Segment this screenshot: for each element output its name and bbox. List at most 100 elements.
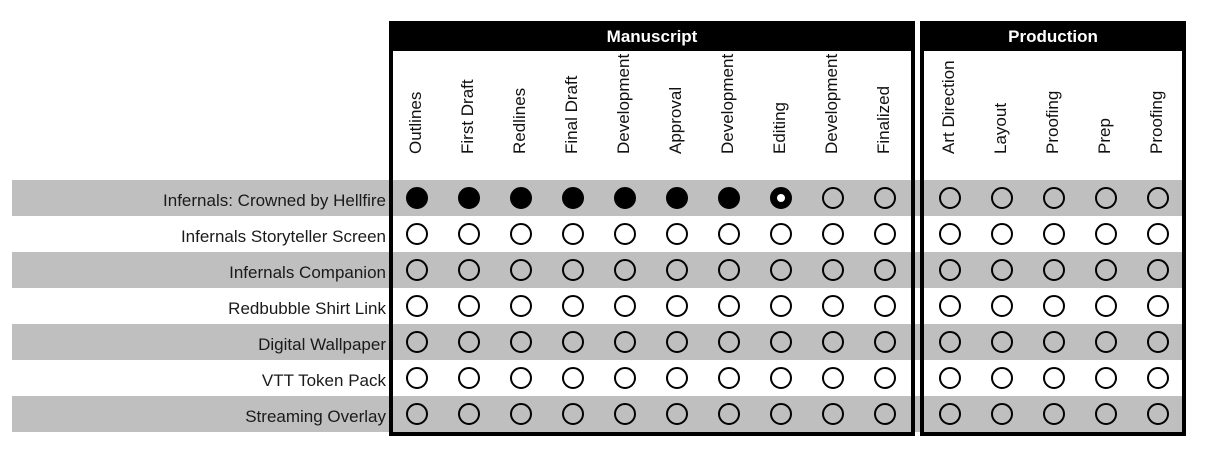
status-cell xyxy=(391,360,443,396)
status-cell xyxy=(443,288,495,324)
status-cell xyxy=(443,180,495,216)
status-cell xyxy=(859,360,911,396)
open-circle-icon xyxy=(991,331,1013,353)
open-circle-icon xyxy=(666,295,688,317)
open-circle-icon xyxy=(1095,223,1117,245)
status-cell xyxy=(443,396,495,432)
open-circle-icon xyxy=(510,403,532,425)
status-cell xyxy=(651,216,703,252)
status-cell xyxy=(924,360,976,396)
open-circle-icon xyxy=(1147,403,1169,425)
open-circle-icon xyxy=(562,403,584,425)
open-circle-icon xyxy=(562,259,584,281)
open-circle-icon xyxy=(1147,187,1169,209)
filled-circle-icon xyxy=(510,187,532,209)
status-cell xyxy=(1080,252,1132,288)
open-circle-icon xyxy=(939,331,961,353)
status-cell xyxy=(495,216,547,252)
status-cell xyxy=(599,324,651,360)
open-circle-icon xyxy=(406,223,428,245)
open-circle-icon xyxy=(406,259,428,281)
status-cell xyxy=(391,252,443,288)
open-circle-icon xyxy=(822,331,844,353)
status-cell xyxy=(547,252,599,288)
status-cell xyxy=(924,324,976,360)
filled-circle-icon xyxy=(614,187,636,209)
open-circle-icon xyxy=(1147,367,1169,389)
status-cell xyxy=(1080,216,1132,252)
status-cell xyxy=(976,360,1028,396)
status-cell xyxy=(976,180,1028,216)
open-circle-icon xyxy=(666,223,688,245)
status-cell xyxy=(495,180,547,216)
status-cell xyxy=(443,216,495,252)
open-circle-icon xyxy=(939,223,961,245)
status-cell xyxy=(547,216,599,252)
status-cell xyxy=(443,360,495,396)
row-label: Infernals Storyteller Screen xyxy=(180,227,386,246)
status-cell xyxy=(703,396,755,432)
status-cell xyxy=(807,396,859,432)
column-header-label: Layout xyxy=(991,102,1010,154)
status-cell xyxy=(807,360,859,396)
row-band xyxy=(12,180,1184,216)
open-circle-icon xyxy=(406,403,428,425)
open-circle-icon xyxy=(510,259,532,281)
open-circle-icon xyxy=(1095,187,1117,209)
open-circle-icon xyxy=(1147,259,1169,281)
open-circle-icon xyxy=(939,367,961,389)
status-cell xyxy=(651,252,703,288)
open-circle-icon xyxy=(614,259,636,281)
status-cell xyxy=(703,324,755,360)
status-cell xyxy=(651,180,703,216)
column-header: Art Direction xyxy=(924,60,976,174)
column-header-label: Art Direction xyxy=(939,60,958,154)
open-circle-icon xyxy=(1043,331,1065,353)
row-band xyxy=(12,252,1184,288)
open-circle-icon xyxy=(1095,403,1117,425)
open-circle-icon xyxy=(458,367,480,389)
column-header: First Draft xyxy=(443,64,495,174)
status-cell xyxy=(976,252,1028,288)
open-circle-icon xyxy=(874,295,896,317)
status-cell xyxy=(547,180,599,216)
status-cell xyxy=(1132,396,1184,432)
status-cell xyxy=(1080,360,1132,396)
status-cell xyxy=(807,324,859,360)
column-header-label: Redlines xyxy=(510,87,529,154)
open-circle-icon xyxy=(874,259,896,281)
column-header-label: Approval xyxy=(666,86,685,154)
open-circle-icon xyxy=(991,223,1013,245)
group-header-manuscript: Manuscript xyxy=(389,21,915,51)
open-circle-icon xyxy=(1095,367,1117,389)
status-cell xyxy=(703,216,755,252)
open-circle-icon xyxy=(458,223,480,245)
status-cell xyxy=(976,288,1028,324)
status-cell xyxy=(651,324,703,360)
open-circle-icon xyxy=(874,403,896,425)
status-cell xyxy=(599,180,651,216)
open-circle-icon xyxy=(1095,259,1117,281)
open-circle-icon xyxy=(718,403,740,425)
status-cell xyxy=(1028,288,1080,324)
open-circle-icon xyxy=(666,259,688,281)
column-header-label: Editing xyxy=(770,102,789,154)
status-cell xyxy=(976,324,1028,360)
open-circle-icon xyxy=(510,331,532,353)
row-label: VTT Token Pack xyxy=(261,371,386,390)
status-cell xyxy=(651,360,703,396)
column-header: Approval xyxy=(651,64,703,174)
open-circle-icon xyxy=(874,187,896,209)
column-header: Outlines xyxy=(391,64,443,174)
status-cell xyxy=(599,252,651,288)
open-circle-icon xyxy=(991,295,1013,317)
column-header-label: Finalized xyxy=(874,85,893,154)
status-cell xyxy=(1132,360,1184,396)
column-header: Redlines xyxy=(495,64,547,174)
open-circle-icon xyxy=(939,403,961,425)
open-circle-icon xyxy=(1043,403,1065,425)
status-cell xyxy=(859,324,911,360)
filled-circle-icon xyxy=(666,187,688,209)
status-cell xyxy=(924,180,976,216)
